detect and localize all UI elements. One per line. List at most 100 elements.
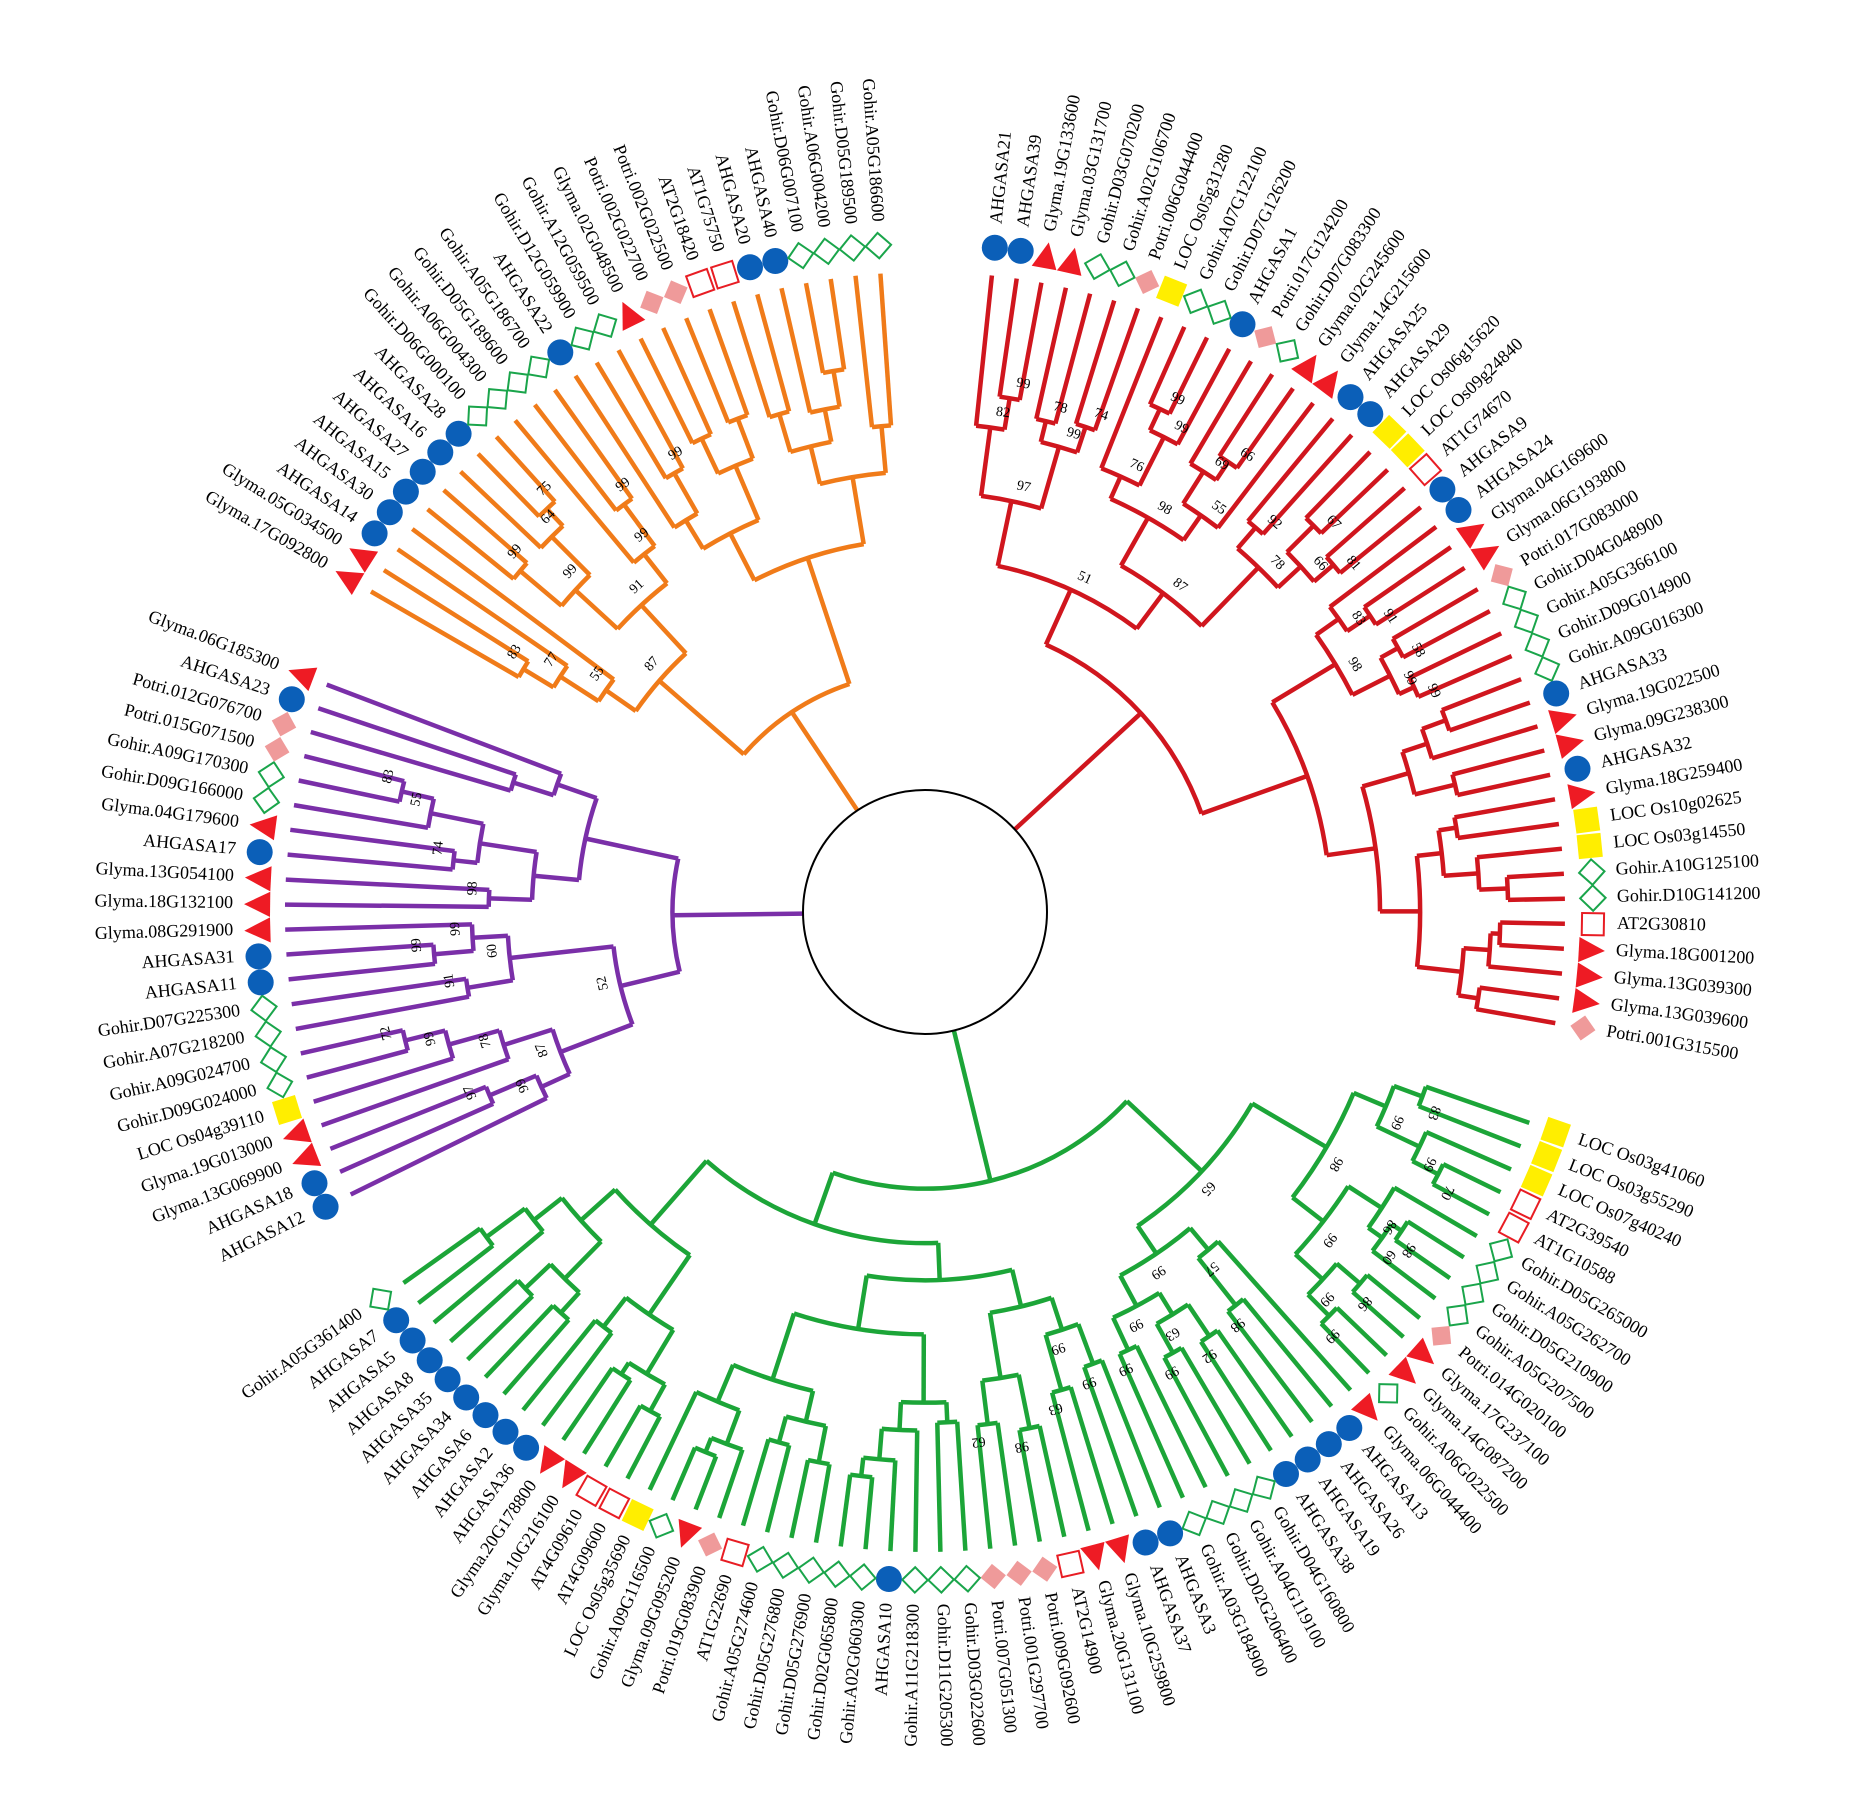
internal-branch <box>987 1312 1003 1379</box>
gohir-diamond-icon <box>1475 1260 1500 1285</box>
terminal-branch <box>295 994 470 1032</box>
bootstrap-value: 82 <box>995 405 1011 422</box>
terminal-branch <box>1425 1130 1512 1172</box>
terminal-branch <box>838 1474 853 1547</box>
ahgasa-circle-icon <box>547 339 574 366</box>
internal-branch <box>622 503 657 548</box>
internal-branch <box>1479 886 1508 892</box>
terminal-branch <box>426 507 516 581</box>
terminal-branch <box>325 682 562 776</box>
bootstrap-value: 99 <box>632 525 652 545</box>
terminal-branch <box>1073 299 1117 425</box>
ahgasa-circle-icon <box>1273 1461 1299 1487</box>
terminal-branch <box>1099 1359 1162 1509</box>
gohir-diamond-icon <box>786 241 815 270</box>
species-markers <box>244 231 1608 1595</box>
bootstrap-value: 60 <box>1378 1247 1398 1267</box>
leaf-label: LOC Os03g14550 <box>1612 819 1746 852</box>
ahgasa-circle-icon <box>1564 755 1591 782</box>
branch-arc <box>1119 563 1204 628</box>
internal-branch <box>1276 564 1303 590</box>
terminal-branch <box>442 488 529 565</box>
branch-arc <box>624 1295 675 1332</box>
terminal-branch <box>684 317 731 424</box>
rice-square-icon <box>1531 1141 1563 1173</box>
ahgasa-circle-icon <box>1315 1431 1342 1458</box>
internal-branch <box>803 1390 816 1423</box>
leaf-label: AHGASA21 <box>985 130 1015 225</box>
branch-arc <box>1452 816 1461 839</box>
terminal-branch <box>533 403 618 512</box>
internal-branch <box>430 810 484 827</box>
branch-arc <box>881 1426 918 1433</box>
terminal-branch <box>1363 545 1453 609</box>
internal-branch <box>642 552 669 585</box>
internal-branch <box>1154 1322 1175 1354</box>
internal-branch <box>657 679 746 756</box>
glyma-triangle-icon <box>1291 354 1317 384</box>
terminal-branch <box>1217 373 1275 458</box>
terminal-branch <box>625 1415 662 1480</box>
bootstrap-value: 99 <box>1148 1262 1168 1282</box>
branch-arc <box>1155 1302 1190 1326</box>
branch-arc <box>822 367 845 376</box>
gohir-diamond-icon <box>1182 288 1209 315</box>
terminal-branch <box>285 922 473 932</box>
glyma-triangle-icon <box>349 548 379 573</box>
terminal-branch <box>954 1421 968 1551</box>
leaf-label: Gohir.A02G060300 <box>836 1600 869 1745</box>
terminal-branch <box>1499 942 1565 951</box>
terminal-branch <box>661 327 713 436</box>
terminal-branch <box>973 275 995 427</box>
branch-arc <box>1450 773 1460 796</box>
terminal-branch <box>1457 821 1560 841</box>
internal-branch <box>540 1071 571 1089</box>
arabidopsis-square-icon <box>598 1487 631 1520</box>
internal-branch <box>1074 426 1088 454</box>
branch-arc <box>1019 1423 1041 1433</box>
internal-branch <box>1181 514 1203 542</box>
bootstrap-value: 99 <box>421 1030 439 1048</box>
terminal-branch <box>521 1318 598 1412</box>
rice-square-icon <box>1573 806 1601 834</box>
internal-branch <box>1306 1293 1331 1318</box>
internal-branch <box>944 1402 950 1423</box>
internal-branch <box>805 557 852 685</box>
internal-branch <box>472 933 509 940</box>
bootstrap-value: 78 <box>476 1032 495 1050</box>
internal-branch <box>550 535 592 577</box>
internal-branch <box>1361 770 1410 789</box>
internal-branch <box>1181 470 1206 505</box>
gohir-diamond-icon <box>506 371 529 394</box>
terminal-branch <box>1199 1340 1273 1452</box>
branch-arc <box>1370 1222 1394 1253</box>
ahgasa-circle-icon <box>762 248 789 274</box>
terminal-branch <box>670 1446 698 1501</box>
leaf-label: Glyma.13G054100 <box>95 858 234 885</box>
bootstrap-value: 91 <box>1380 606 1400 626</box>
branch-arc <box>670 858 682 973</box>
terminal-branch <box>647 1391 699 1491</box>
terminal-branch <box>1425 1084 1531 1126</box>
glyma-triangle-icon <box>1455 523 1485 549</box>
arabidopsis-square-icon <box>709 259 740 290</box>
terminal-branch <box>997 278 1019 398</box>
ahgasa-circle-icon <box>445 420 472 447</box>
terminal-branch <box>369 589 520 679</box>
gohir-diamond-icon <box>570 326 595 351</box>
rice-square-icon <box>621 1499 654 1531</box>
ahgasa-circle-icon <box>1445 497 1472 523</box>
clade-stem <box>951 1029 993 1182</box>
arabidopsis-square-icon <box>1580 911 1606 937</box>
ahgasa-circle-icon <box>301 1170 328 1197</box>
terminal-branch <box>1261 433 1354 536</box>
terminal-branch <box>410 527 616 682</box>
internal-branch <box>877 1428 885 1460</box>
internal-branch <box>1293 1252 1325 1282</box>
glyma-triangle-icon <box>292 1142 322 1166</box>
terminal-branch <box>1179 1346 1252 1465</box>
bootstrap-value: 99 <box>1424 681 1443 700</box>
terminal-branch <box>1441 677 1522 713</box>
gohir-diamond-icon <box>1577 857 1606 887</box>
bootstrap-value: 76 <box>1127 456 1146 475</box>
